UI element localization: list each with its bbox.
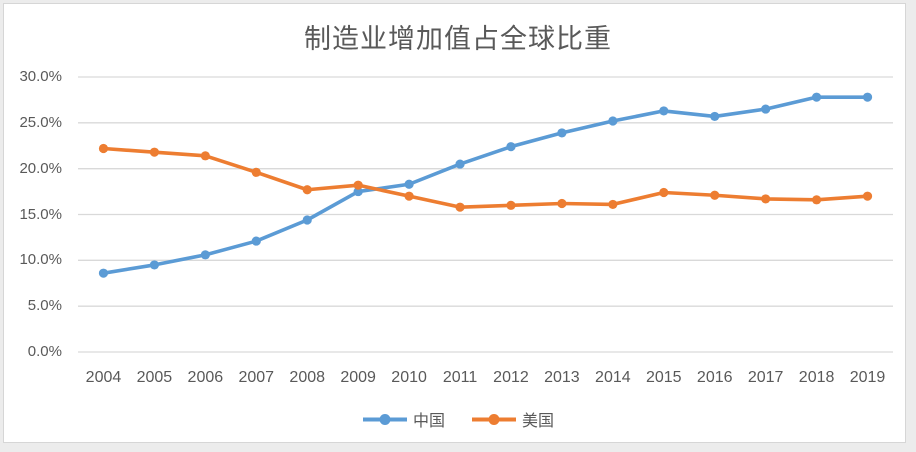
data-point-美国-2013 <box>557 198 567 209</box>
data-point-美国-2014 <box>608 199 618 210</box>
legend-label-china: 中国 <box>412 413 445 430</box>
data-point-美国-2004 <box>98 143 109 154</box>
data-point-美国-2012 <box>506 200 516 210</box>
x-tick-label-2010: 2010 <box>391 369 427 386</box>
data-point-美国-2015 <box>659 187 669 198</box>
x-tick-label-2017: 2017 <box>747 369 784 386</box>
y-tick-label: 25.0% <box>19 113 62 131</box>
chart-title: 制造业增加值占全球比重 <box>304 24 612 54</box>
data-point-中国-2012 <box>506 142 516 152</box>
x-tick-label-2004: 2004 <box>85 369 122 386</box>
data-point-中国-2008 <box>302 215 312 225</box>
data-point-中国-2007 <box>251 236 261 246</box>
x-tick-label-2019: 2019 <box>849 369 886 386</box>
y-tick-label: 15.0% <box>19 205 62 223</box>
data-point-美国-2019 <box>862 191 873 201</box>
x-tick-label-2013: 2013 <box>544 369 580 386</box>
data-point-中国-2004 <box>98 268 109 278</box>
data-point-中国-2011 <box>455 159 465 169</box>
data-point-美国-2016 <box>710 190 720 200</box>
y-tick-label: 0.0% <box>27 343 62 360</box>
data-point-中国-2016 <box>710 111 720 122</box>
data-point-美国-2009 <box>353 180 363 190</box>
data-point-中国-2015 <box>659 106 669 116</box>
data-point-中国-2009 <box>353 186 363 197</box>
series-line-美国 <box>101 146 870 209</box>
data-point-美国-2007 <box>251 167 261 177</box>
legend-item-china: 中国 <box>362 407 445 431</box>
data-point-美国-2010 <box>404 191 414 201</box>
data-point-中国-2005 <box>149 260 160 270</box>
x-tick-label-2016: 2016 <box>696 369 733 386</box>
x-tick-label-2008: 2008 <box>289 369 326 386</box>
x-tick-label-2009: 2009 <box>340 369 376 386</box>
data-point-美国-2006 <box>200 151 210 161</box>
china-line-marker-icon <box>362 413 407 425</box>
y-tick-label: 5.0% <box>27 297 62 315</box>
data-point-中国-2013 <box>557 128 567 138</box>
usa-line-marker-icon <box>472 413 516 425</box>
data-point-中国-2019 <box>862 92 873 102</box>
x-tick-label-2006: 2006 <box>187 369 224 386</box>
data-point-美国-2008 <box>302 185 312 195</box>
data-point-中国-2010 <box>404 179 414 189</box>
y-tick-label: 30.0% <box>19 68 62 85</box>
data-point-中国-2006 <box>200 250 210 260</box>
x-tick-label-2007: 2007 <box>238 369 275 386</box>
x-tick-label-2018: 2018 <box>798 369 835 386</box>
chart-card <box>3 3 906 443</box>
x-tick-label-2011: 2011 <box>442 369 478 386</box>
data-point-美国-2017 <box>761 194 771 204</box>
x-tick-label-2015: 2015 <box>645 369 682 386</box>
data-point-美国-2011 <box>455 202 465 212</box>
legend-label-usa: 美国 <box>522 413 555 430</box>
x-tick-label-2005: 2005 <box>136 369 173 386</box>
data-point-美国-2018 <box>811 195 822 205</box>
data-point-中国-2017 <box>761 104 771 114</box>
x-tick-label-2012: 2012 <box>493 369 529 386</box>
data-point-中国-2018 <box>811 92 822 102</box>
data-point-中国-2014 <box>608 116 618 126</box>
y-tick-label: 10.0% <box>19 251 62 269</box>
data-point-美国-2005 <box>149 147 160 157</box>
legend-item-usa: 美国 <box>471 407 554 431</box>
series-line-中国 <box>101 95 870 275</box>
y-tick-label: 20.0% <box>19 159 62 177</box>
legend: 中国 美国 <box>0 406 916 432</box>
x-tick-label-2014: 2014 <box>595 369 631 386</box>
